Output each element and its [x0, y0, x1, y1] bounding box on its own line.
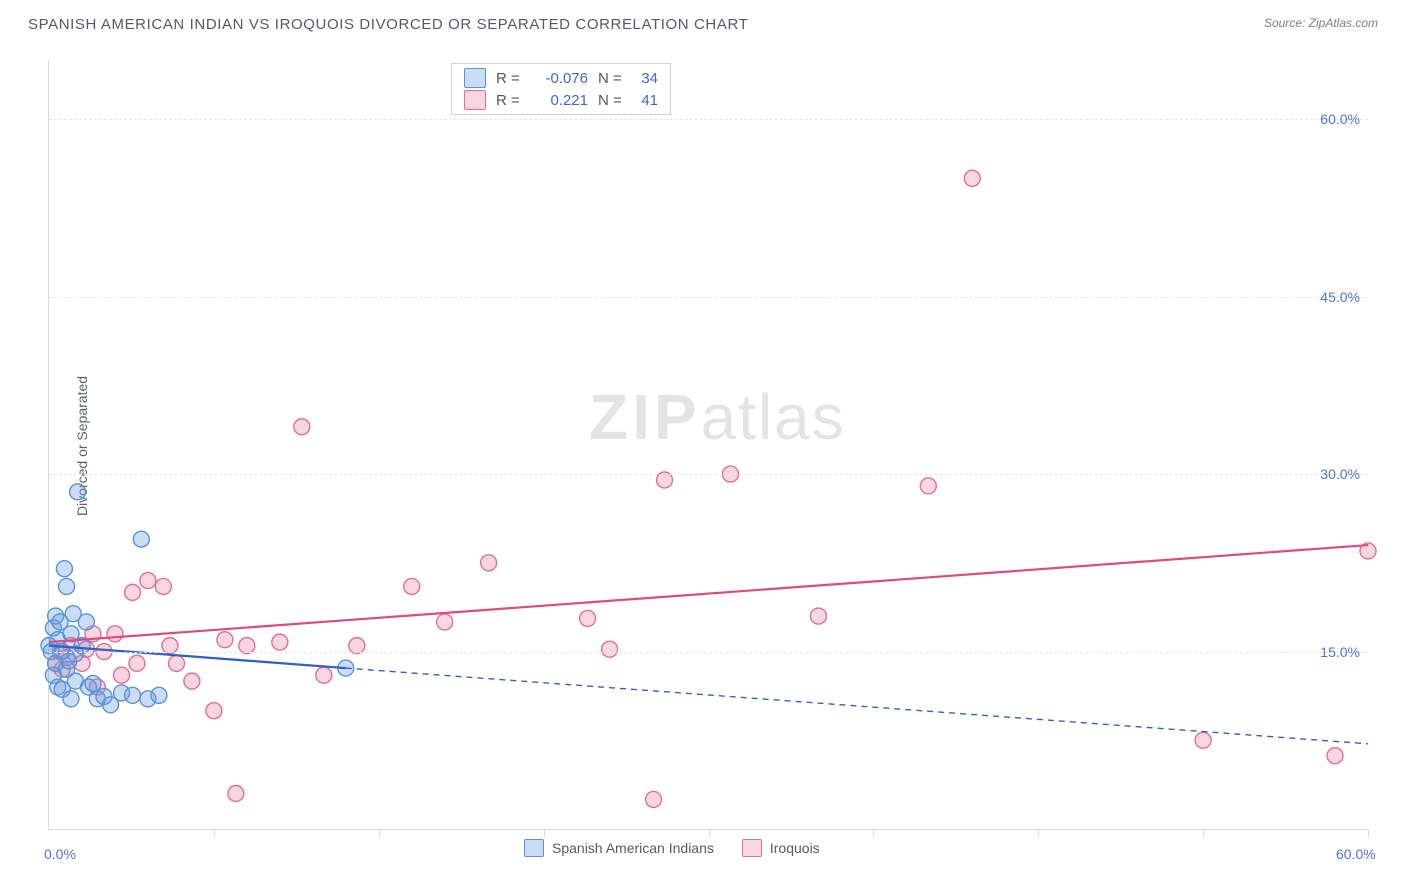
legend-r-value-spanish: -0.076 [532, 70, 588, 87]
legend-row-iroquois: R = 0.221 N = 41 [464, 90, 658, 110]
iroquois-point [140, 573, 156, 589]
iroquois-point [184, 673, 200, 689]
legend-item-iroquois: Iroquois [742, 839, 820, 857]
spanish-point [78, 614, 94, 630]
y-tick-label: 60.0% [1320, 111, 1360, 127]
iroquois-point [1195, 732, 1211, 748]
x-max-label: 60.0% [1336, 846, 1376, 862]
legend-bottom-swatch-spanish [524, 839, 544, 857]
legend-bottom-swatch-iroquois [742, 839, 762, 857]
chart-title: SPANISH AMERICAN INDIAN VS IROQUOIS DIVO… [28, 16, 748, 33]
source-label: Source: ZipAtlas.com [1264, 16, 1378, 30]
plot-area: ZIPatlas R = -0.076 N = 34 R = 0.221 N =… [48, 60, 1368, 830]
spanish-point [125, 687, 141, 703]
iroquois-point [481, 555, 497, 571]
spanish-point [56, 561, 72, 577]
x-origin-label: 0.0% [44, 846, 76, 862]
trendline-iroquois [49, 545, 1368, 642]
iroquois-point [155, 578, 171, 594]
iroquois-point [580, 610, 596, 626]
legend-r-label-2: R = [496, 92, 522, 109]
chart-svg [49, 60, 1368, 829]
trendline-spanish-dashed [346, 668, 1368, 744]
iroquois-point [125, 584, 141, 600]
iroquois-point [316, 667, 332, 683]
title-bar: SPANISH AMERICAN INDIAN VS IROQUOIS DIVO… [28, 16, 1378, 33]
iroquois-point [1327, 748, 1343, 764]
iroquois-point [437, 614, 453, 630]
iroquois-point [294, 419, 310, 435]
legend-series: Spanish American Indians Iroquois [524, 839, 820, 857]
iroquois-point [404, 578, 420, 594]
iroquois-point [272, 634, 288, 650]
legend-n-label: N = [598, 70, 624, 87]
iroquois-point [810, 608, 826, 624]
spanish-point [151, 687, 167, 703]
legend-label-iroquois: Iroquois [770, 840, 820, 856]
iroquois-point [206, 703, 222, 719]
iroquois-point [964, 170, 980, 186]
legend-n-label-2: N = [598, 92, 624, 109]
legend-correlation-box: R = -0.076 N = 34 R = 0.221 N = 41 [451, 63, 671, 115]
iroquois-point [228, 786, 244, 802]
legend-n-value-iroquois: 41 [634, 92, 658, 109]
trendline-spanish-solid [49, 646, 346, 668]
iroquois-point [107, 626, 123, 642]
legend-label-spanish: Spanish American Indians [552, 840, 714, 856]
legend-row-spanish: R = -0.076 N = 34 [464, 68, 658, 88]
y-tick-label: 30.0% [1320, 466, 1360, 482]
spanish-point [133, 531, 149, 547]
legend-item-spanish: Spanish American Indians [524, 839, 714, 857]
legend-swatch-spanish [464, 68, 486, 88]
y-tick-label: 45.0% [1320, 289, 1360, 305]
spanish-point [85, 675, 101, 691]
iroquois-point [217, 632, 233, 648]
y-tick-label: 15.0% [1320, 644, 1360, 660]
spanish-point [59, 578, 75, 594]
iroquois-point [646, 791, 662, 807]
legend-r-value-iroquois: 0.221 [532, 92, 588, 109]
legend-n-value-spanish: 34 [634, 70, 658, 87]
iroquois-point [129, 655, 145, 671]
iroquois-point [169, 655, 185, 671]
spanish-point [70, 484, 86, 500]
iroquois-point [920, 478, 936, 494]
legend-r-label: R = [496, 70, 522, 87]
iroquois-point [602, 641, 618, 657]
legend-swatch-iroquois [464, 90, 486, 110]
spanish-point [63, 691, 79, 707]
iroquois-point [114, 667, 130, 683]
